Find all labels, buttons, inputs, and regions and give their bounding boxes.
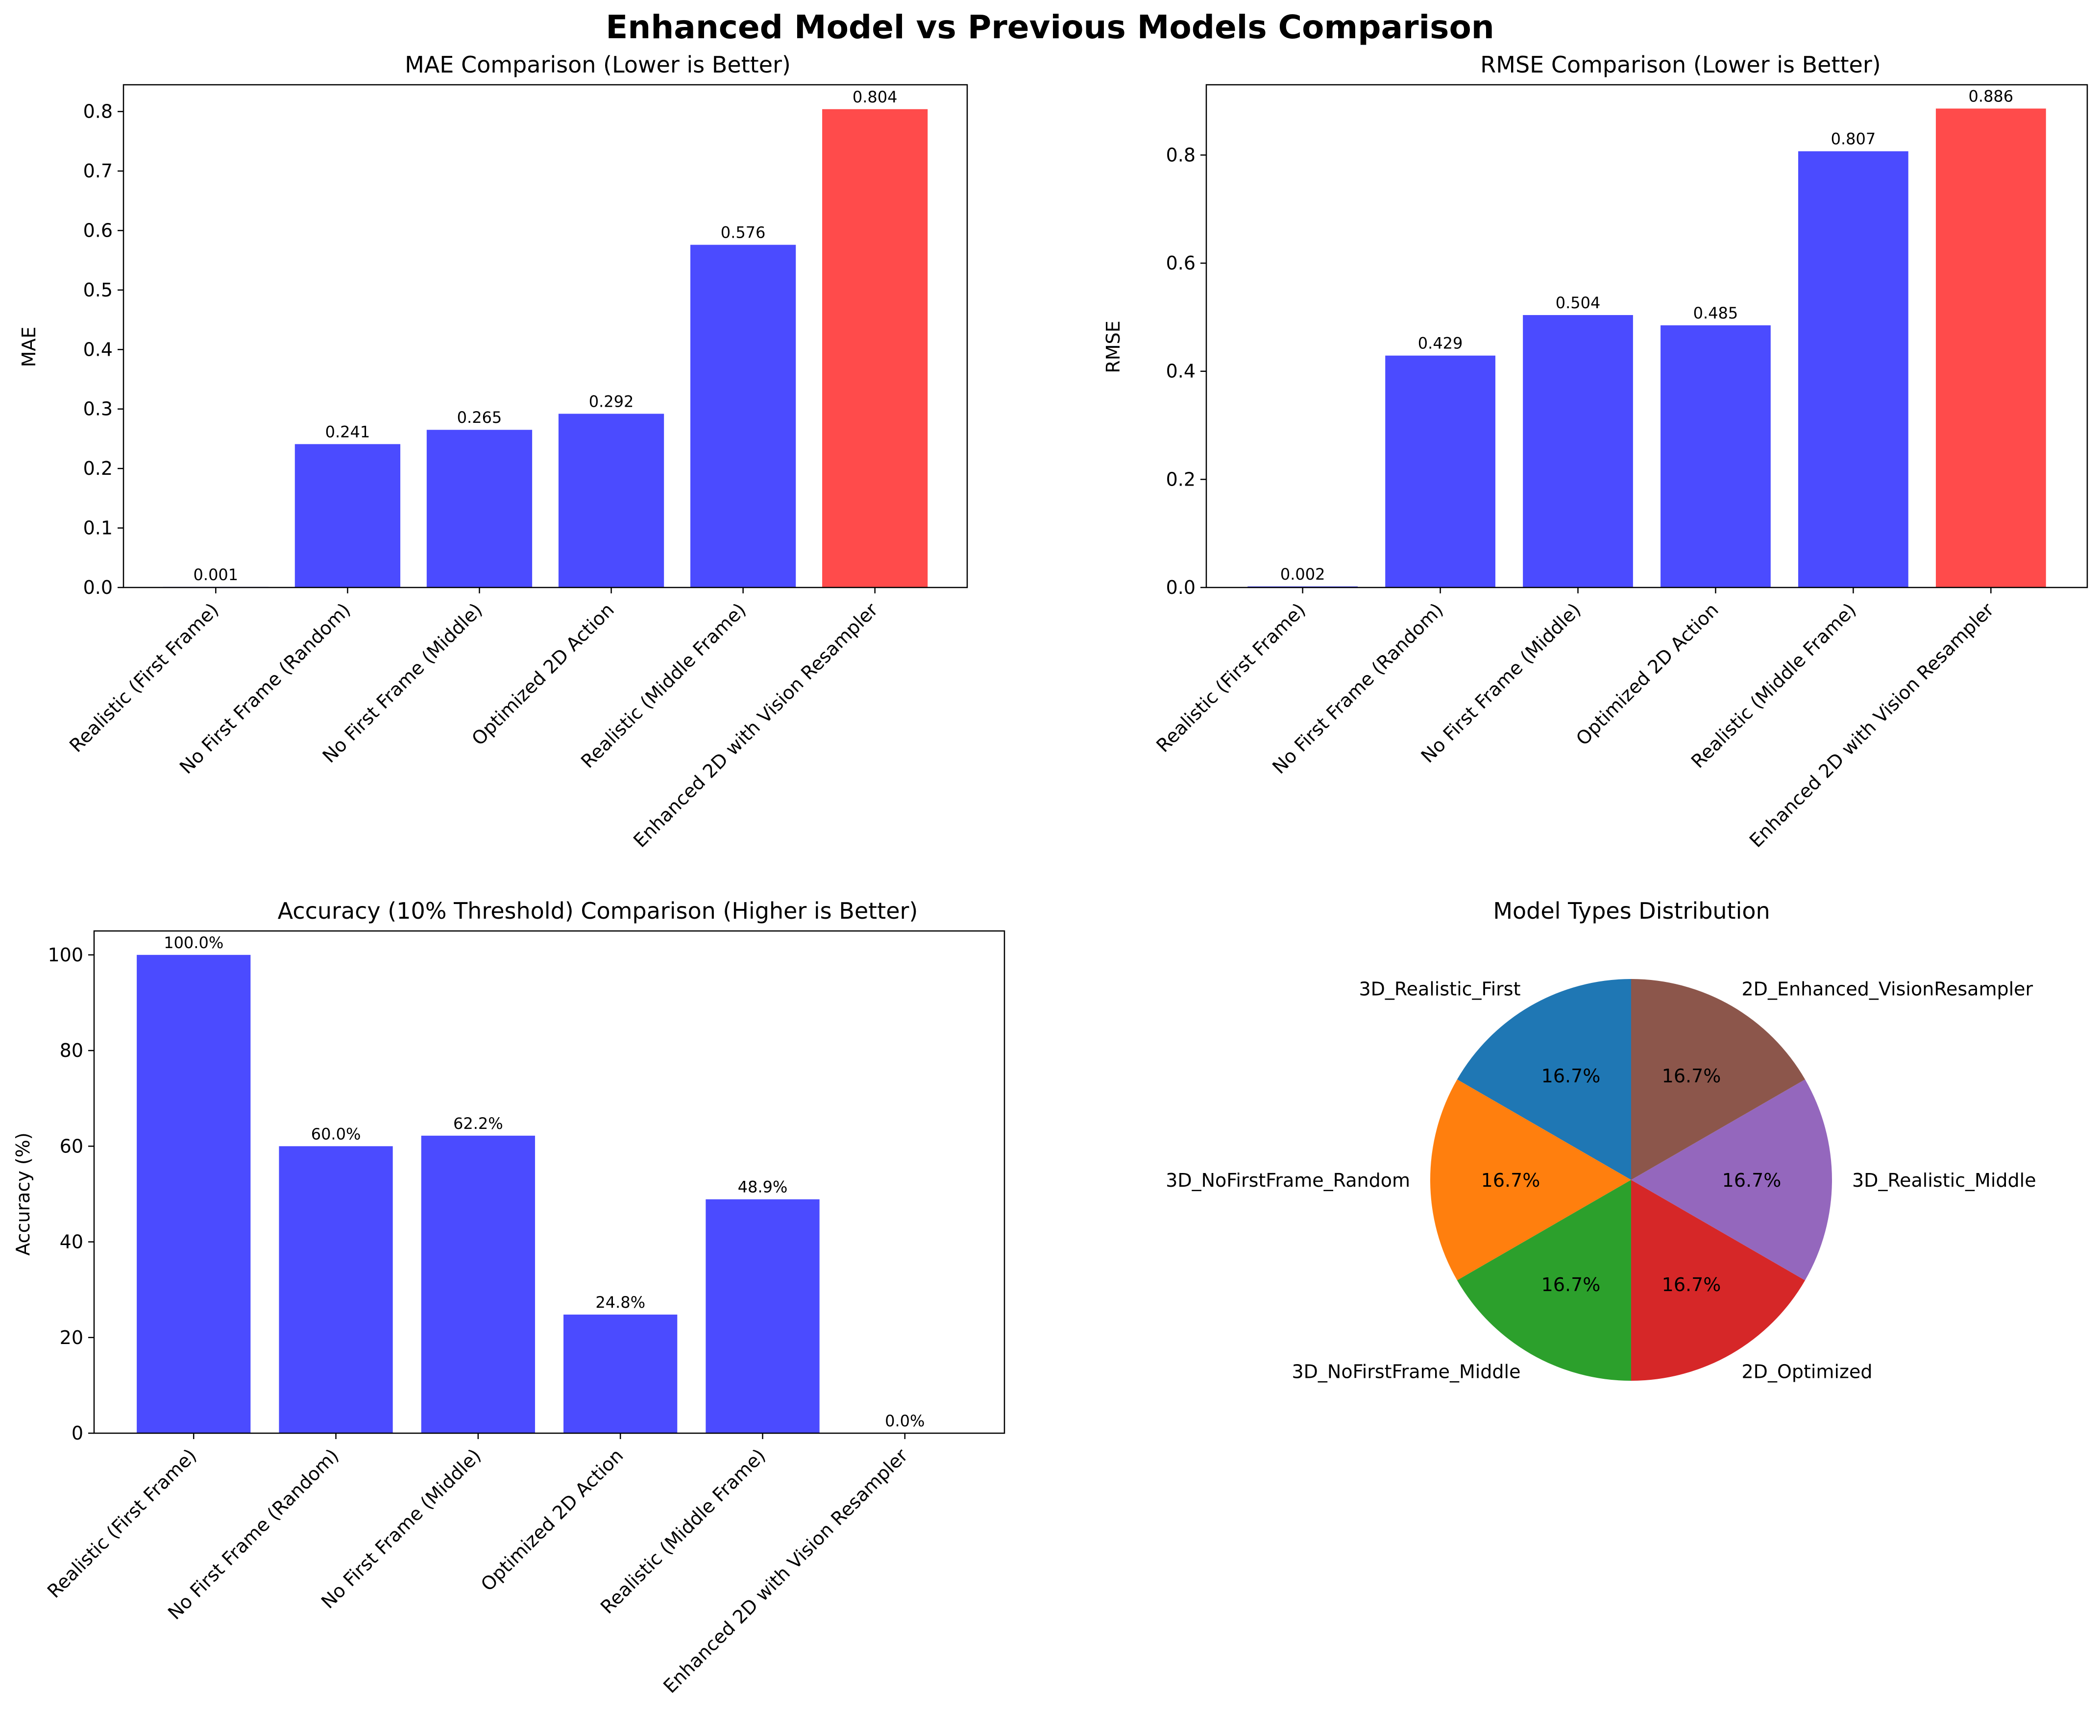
accuracy-y-tick-label: 60 — [60, 1135, 83, 1157]
mae-y-tick-label: 0.7 — [83, 160, 113, 182]
mae-y-tick-label: 0.2 — [83, 458, 113, 479]
accuracy-data-label: 60.0% — [311, 1125, 361, 1143]
pie-slice — [1631, 979, 1806, 1180]
accuracy-data-label: 62.2% — [453, 1114, 503, 1133]
rmse-y-tick-label: 0.6 — [1166, 252, 1196, 274]
rmse-bar — [1385, 355, 1495, 587]
accuracy-chart-title: Accuracy (10% Threshold) Comparison (Hig… — [278, 898, 918, 924]
accuracy-bar — [137, 954, 251, 1433]
rmse-y-tick-label: 0.8 — [1166, 144, 1196, 166]
pie-slice-label: 3D_Realistic_First — [1359, 978, 1520, 1000]
mae-y-tick-label: 0.0 — [83, 577, 113, 598]
accuracy-data-label: 0.0% — [885, 1412, 925, 1430]
accuracy-y-tick-label: 100 — [48, 944, 83, 966]
mae-data-label: 0.241 — [325, 422, 370, 441]
rmse-y-tick-label: 0.2 — [1166, 468, 1196, 490]
pie-pct-label: 16.7% — [1541, 1274, 1601, 1296]
rmse-bar — [1660, 325, 1771, 587]
pie-slice — [1457, 1180, 1631, 1381]
accuracy-axes-frame — [93, 930, 1005, 1434]
pie-pct-label: 16.7% — [1662, 1274, 1721, 1296]
mae-y-tick-label: 0.8 — [83, 101, 113, 122]
mae-y-tick-label: 0.5 — [83, 279, 113, 301]
rmse-axes-frame — [1205, 84, 2088, 588]
pie-slice-label: 2D_Optimized — [1742, 1361, 1873, 1383]
mae-bar — [294, 444, 401, 587]
accuracy-data-label: 24.8% — [595, 1293, 645, 1312]
mae-chart-title: MAE Comparison (Lower is Better) — [405, 51, 791, 78]
mae-data-label: 0.576 — [721, 223, 766, 242]
pie-slice — [1631, 1079, 1832, 1280]
pie-slice — [1430, 1079, 1631, 1280]
mae-axes-frame — [122, 84, 968, 588]
pie-chart-title: Model Types Distribution — [1493, 898, 1770, 924]
mae-y-tick-label: 0.4 — [83, 339, 113, 360]
accuracy-data-label: 48.9% — [738, 1178, 788, 1197]
accuracy-bar — [421, 1135, 535, 1433]
mae-y-tick-label: 0.1 — [83, 517, 113, 539]
accuracy-y-tick-label: 80 — [60, 1040, 83, 1061]
rmse-data-label: 0.002 — [1280, 565, 1325, 584]
mae-data-label: 0.001 — [194, 565, 239, 584]
pie-slice — [1457, 979, 1631, 1180]
pie-pct-label: 16.7% — [1481, 1170, 1540, 1191]
pie-marks: 16.7% 3D_Realistic_First 16.7% 3D_NoFirstFr… — [1166, 978, 2036, 1382]
rmse-data-label: 0.504 — [1556, 293, 1601, 312]
pie-pct-label: 16.7% — [1722, 1170, 1782, 1191]
mae-bar — [426, 430, 533, 587]
mae-data-label: 0.292 — [589, 392, 634, 411]
accuracy-y-tick-label: 0 — [72, 1422, 83, 1444]
rmse-y-tick-label: 0.0 — [1166, 577, 1196, 598]
pie-slice-label: 3D_Realistic_Middle — [1852, 1170, 2036, 1191]
accuracy-y-tick-label: 20 — [60, 1327, 83, 1348]
rmse-data-label: 0.485 — [1693, 304, 1738, 322]
accuracy-y-axis-label: Accuracy (%) — [12, 1132, 34, 1255]
figure-title: Enhanced Model vs Previous Models Compar… — [606, 8, 1494, 46]
rmse-y-tick-label: 0.4 — [1166, 361, 1196, 382]
mae-data-label: 0.804 — [853, 88, 898, 106]
pie-slice-label: 3D_NoFirstFrame_Random — [1166, 1170, 1410, 1191]
rmse-data-label: 0.429 — [1418, 334, 1463, 353]
mae-data-label: 0.265 — [457, 408, 502, 427]
pie-slice-label: 3D_NoFirstFrame_Middle — [1292, 1361, 1520, 1383]
rmse-data-label: 0.886 — [1969, 87, 2014, 106]
pie-slice — [1631, 1180, 1806, 1381]
rmse-data-label: 0.807 — [1831, 130, 1876, 148]
accuracy-bar — [279, 1146, 393, 1433]
rmse-bar — [1935, 108, 2046, 587]
pie-chart: Model Types Distribution 16.7% 3D_Realist… — [1166, 898, 2036, 1383]
mae-y-axis-label: MAE — [18, 327, 40, 367]
rmse-y-axis-label: RMSE — [1102, 320, 1124, 373]
mae-bar — [690, 245, 796, 587]
accuracy-bar — [706, 1199, 820, 1433]
pie-slice-label: 2D_Enhanced_VisionResampler — [1742, 978, 2033, 1000]
mae-y-tick-label: 0.3 — [83, 398, 113, 420]
mae-y-tick-label: 0.6 — [83, 220, 113, 241]
accuracy-y-tick-label: 40 — [60, 1231, 83, 1253]
pie-pct-label: 16.7% — [1662, 1065, 1721, 1087]
mae-bar — [822, 109, 928, 588]
rmse-chart-title: RMSE Comparison (Lower is Better) — [1480, 51, 1880, 78]
rmse-bar — [1798, 151, 1908, 587]
accuracy-data-label: 100.0% — [164, 933, 223, 952]
mae-bar — [558, 414, 664, 587]
pie-pct-label: 16.7% — [1541, 1065, 1601, 1087]
rmse-bar — [1523, 315, 1633, 587]
accuracy-bar — [563, 1314, 678, 1433]
